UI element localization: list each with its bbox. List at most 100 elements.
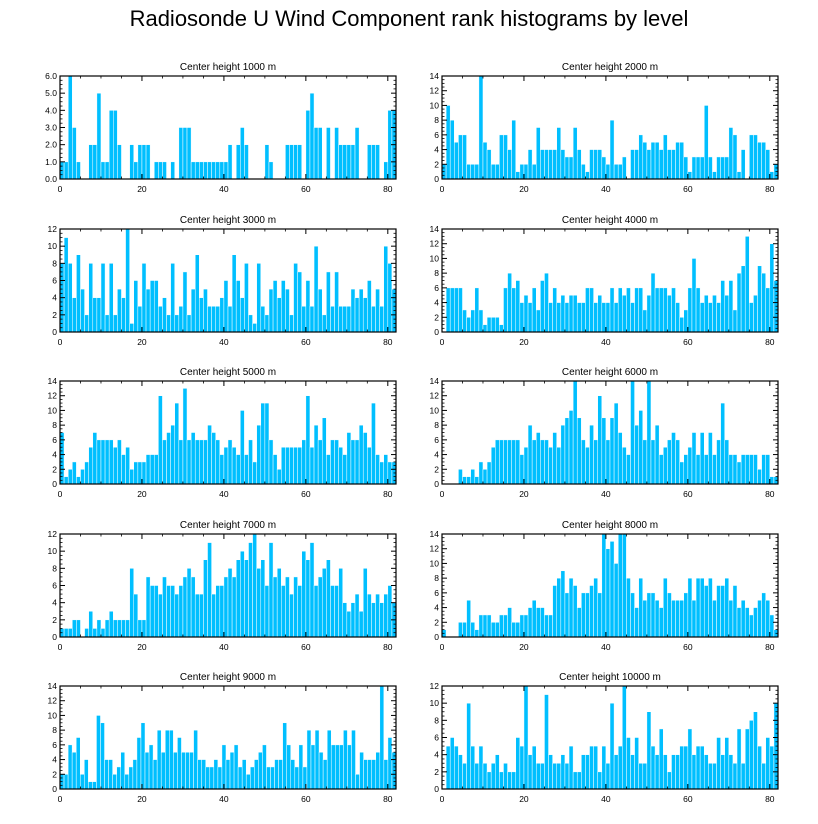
histogram-bar	[724, 156, 730, 180]
histogram-bar	[466, 599, 471, 638]
histogram-bar	[254, 759, 259, 790]
histogram-bar	[449, 119, 455, 180]
histogram-bar	[634, 149, 639, 180]
histogram-bar	[474, 476, 480, 485]
histogram-bar	[495, 439, 500, 485]
histogram-bar	[675, 754, 680, 790]
panel-title: Center height 7000 m	[180, 520, 276, 531]
histogram-bar	[223, 161, 229, 180]
histogram-bar	[470, 469, 476, 485]
histogram-bar	[642, 439, 648, 485]
histogram-bar	[317, 127, 323, 180]
histogram-bar	[605, 439, 611, 485]
histogram-bar	[630, 302, 635, 333]
histogram-bar	[667, 294, 672, 333]
histogram-bar	[245, 774, 251, 790]
x-tick-label: 0	[440, 337, 445, 347]
histogram-bar	[650, 592, 656, 638]
histogram-bar	[375, 454, 380, 485]
histogram-bar	[679, 141, 685, 180]
x-tick-label: 60	[301, 337, 311, 347]
histogram-bar	[260, 306, 266, 333]
histogram-bar	[170, 161, 175, 180]
histogram-bar	[703, 105, 709, 180]
histogram-bar	[215, 585, 221, 638]
panel-title: Center height 8000 m	[562, 520, 658, 531]
y-tick-label: 10	[48, 405, 58, 415]
histogram-bar	[675, 302, 680, 333]
histogram-bar	[84, 759, 89, 790]
histogram-bar	[597, 771, 603, 790]
histogram-bar	[359, 751, 364, 790]
histogram-bar	[687, 728, 693, 790]
histogram-bar	[264, 402, 270, 485]
histogram-bar	[121, 297, 126, 333]
histogram-bar	[158, 593, 163, 638]
x-tick-label: 0	[440, 642, 445, 652]
histogram-bar	[170, 263, 175, 333]
histogram-bar	[137, 144, 143, 180]
histogram-bar	[732, 134, 738, 180]
y-tick-label: 4	[434, 298, 439, 308]
histogram-bar	[658, 287, 664, 333]
histogram-bar	[552, 763, 557, 790]
histogram-bar	[458, 287, 463, 333]
histogram-bar	[387, 585, 393, 638]
histogram-bar	[490, 164, 496, 180]
histogram-bar	[449, 737, 455, 790]
histogram-bar	[728, 454, 734, 485]
histogram-panel: Center height 8000 m 0 2 4 6 8 10 12 14 0 20 40 60 80	[430, 520, 779, 652]
histogram-bar	[761, 763, 766, 790]
histogram-bar	[203, 161, 208, 180]
histogram-bar	[642, 141, 648, 180]
histogram-bar	[297, 446, 303, 485]
histogram-bar	[613, 402, 619, 485]
histogram-bar	[203, 288, 208, 333]
histogram-bar	[211, 432, 216, 485]
histogram-bar	[486, 771, 492, 790]
histogram-bar	[240, 410, 245, 485]
y-tick-label: 8	[52, 258, 57, 268]
histogram-bar	[564, 763, 570, 790]
histogram-bar	[354, 439, 360, 485]
histogram-bar	[478, 75, 484, 180]
histogram-bar	[523, 614, 529, 638]
histogram-bar	[314, 729, 320, 790]
x-tick-label: 60	[301, 794, 311, 804]
histogram-bar	[622, 685, 627, 790]
histogram-bar	[326, 729, 332, 790]
y-tick-label: 4	[52, 598, 57, 608]
histogram-bar	[679, 745, 685, 790]
histogram-bar	[654, 287, 660, 333]
histogram-bar	[568, 577, 574, 638]
histogram-bar	[121, 454, 126, 485]
histogram-bar	[137, 619, 143, 638]
panel-title: Center height 1000 m	[180, 62, 276, 73]
histogram-bar	[72, 127, 77, 180]
histogram-bar	[117, 439, 122, 485]
histogram-bar	[169, 729, 174, 790]
histogram-panel: Center height 7000 m 0 2 4 6 8 10 12 0 20 40 60 80	[48, 520, 397, 652]
histogram-bar	[490, 622, 496, 638]
histogram-bar	[556, 577, 562, 638]
histogram-bar	[548, 149, 553, 180]
y-tick-label: 10	[430, 405, 440, 415]
histogram-bar	[482, 324, 488, 333]
histogram-panel: Center height 5000 m 0 2 4 6 8 10 12 14 0 20 40 60 80	[48, 367, 397, 499]
histogram-bar	[511, 439, 517, 485]
histogram-bar	[136, 737, 142, 790]
histogram-bar	[63, 628, 69, 638]
y-tick-label: 10	[430, 698, 440, 708]
histogram-bar	[449, 287, 455, 333]
histogram-bar	[88, 446, 94, 485]
histogram-bar	[108, 759, 113, 790]
histogram-bar	[67, 75, 73, 180]
histogram-bar	[617, 287, 623, 333]
histogram-bar	[182, 127, 188, 180]
histogram-bar	[728, 127, 734, 180]
histogram-bar	[362, 568, 368, 638]
histogram-bar	[113, 619, 118, 638]
histogram-bar	[486, 149, 492, 180]
x-tick-label: 80	[383, 337, 393, 347]
histogram-bar	[769, 476, 775, 485]
